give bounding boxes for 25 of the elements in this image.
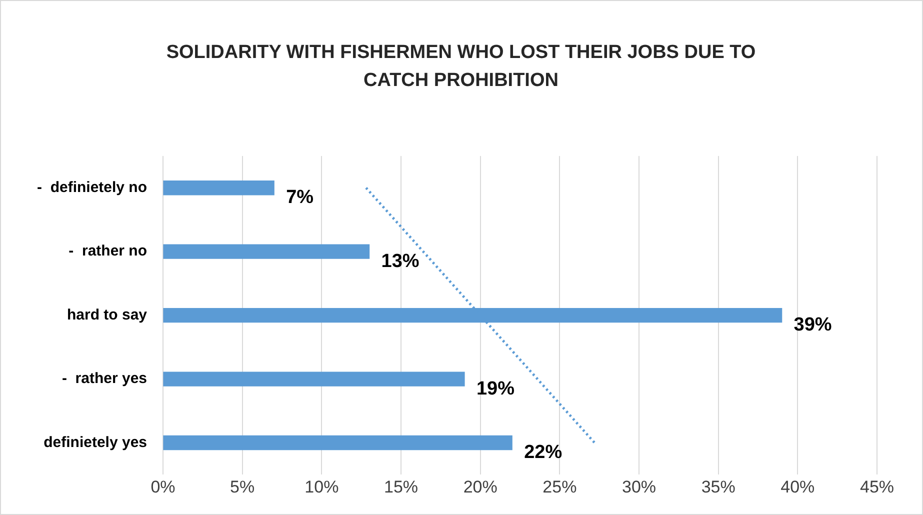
data-label: 13% <box>381 250 420 272</box>
data-label: 22% <box>524 442 562 463</box>
data-label: 39% <box>794 314 832 336</box>
data-label: 19% <box>476 378 515 400</box>
x-tick-label: 5% <box>230 477 255 496</box>
x-tick-label: 25% <box>542 477 577 496</box>
y-tick-label: - rather no <box>68 242 148 260</box>
bar <box>163 180 274 196</box>
bar <box>163 372 465 386</box>
x-tick-label: 35% <box>701 477 736 496</box>
x-tick-label: 45% <box>860 477 894 496</box>
bar <box>163 244 370 259</box>
chart-title: SOLIDARITY WITH FISHERMEN WHO LOST THEIR JOBS DUE TO CATCH PROHIBITION <box>165 41 757 93</box>
x-tick-label: 0% <box>150 477 176 496</box>
x-tick-label: 10% <box>304 477 339 496</box>
y-tick-label: definietely yes <box>44 434 148 451</box>
bar <box>163 435 512 450</box>
y-tick-label: hard to say <box>66 306 148 324</box>
x-tick-label: 40% <box>780 477 815 496</box>
x-tick-label: 20% <box>463 477 498 496</box>
y-tick-label: - definietely no <box>36 179 148 196</box>
y-tick-label: - rather yes <box>62 370 148 388</box>
x-tick-label: 30% <box>622 477 656 496</box>
data-label: 7% <box>286 187 314 208</box>
x-tick-label: 15% <box>384 477 418 496</box>
